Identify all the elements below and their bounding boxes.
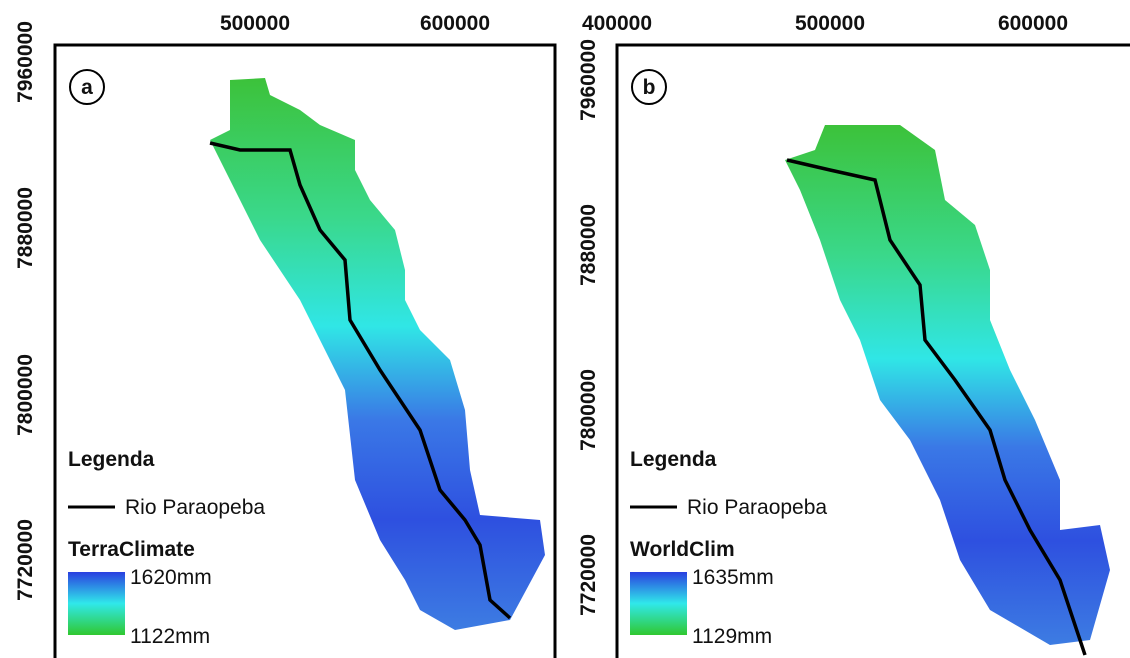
y-tick-label: 7800000	[577, 369, 600, 451]
frame-b	[615, 43, 1130, 658]
legend-river-label: Rio Paraopeba	[687, 496, 827, 519]
y-tick-label: 7800000	[14, 354, 37, 436]
panel-badge	[631, 69, 667, 105]
y-tick-label: 7720000	[577, 534, 600, 616]
ramp-max-label: 1635mm	[692, 566, 774, 589]
ramp-max-label: 1620mm	[130, 566, 212, 589]
legend-title: Legenda	[630, 448, 717, 471]
x-tick-label: 400000	[582, 12, 652, 35]
basin-b	[785, 125, 1110, 645]
y-tick-label: 7880000	[577, 204, 600, 286]
y-tick-label: 7960000	[14, 21, 37, 103]
x-tick-label: 600000	[420, 12, 490, 35]
y-tick-label: 7880000	[14, 187, 37, 269]
panel-label: b	[643, 76, 656, 99]
panel-badge	[69, 69, 105, 105]
ramp-min-label: 1122mm	[130, 625, 210, 648]
legend-river-label: Rio Paraopeba	[125, 496, 265, 519]
river-b	[786, 158, 1087, 656]
panel-label: a	[81, 76, 93, 99]
x-tick-label: 500000	[795, 12, 865, 35]
color-ramp	[630, 572, 687, 635]
legend-dataset: TerraClimate	[68, 538, 195, 561]
y-tick-label: 7720000	[14, 519, 37, 601]
frame-a	[53, 43, 557, 658]
color-ramp	[68, 572, 125, 635]
y-tick-label: 7960000	[577, 39, 600, 121]
legend-dataset: WorldClim	[630, 538, 735, 561]
x-tick-label: 500000	[220, 12, 290, 35]
river-a	[209, 141, 512, 620]
ramp-min-label: 1129mm	[692, 625, 772, 648]
legend-title: Legenda	[68, 448, 155, 471]
x-tick-label: 600000	[998, 12, 1068, 35]
basin-a	[210, 78, 545, 630]
